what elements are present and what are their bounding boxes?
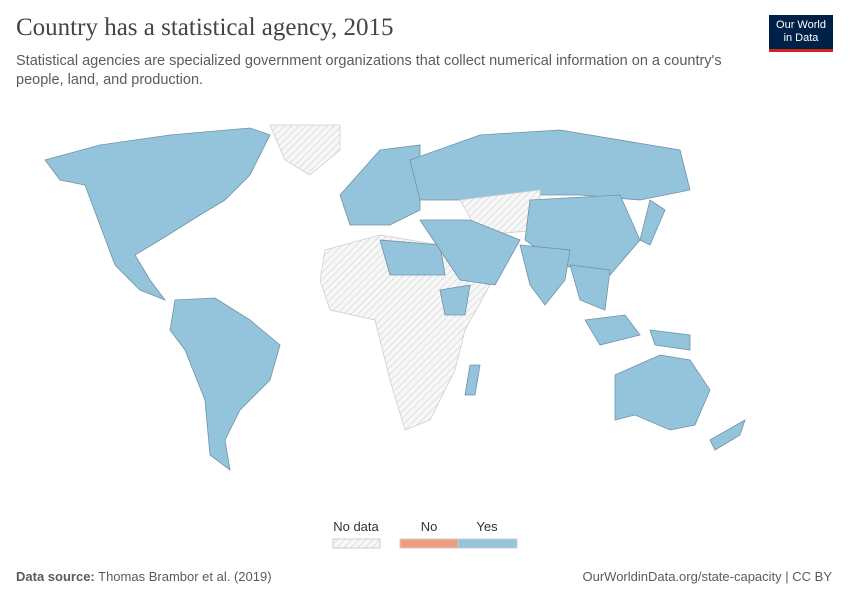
southeast-asia[interactable] xyxy=(569,264,611,311)
source-text: Thomas Brambor et al. (2019) xyxy=(98,569,272,584)
australia[interactable] xyxy=(614,354,711,431)
greenland[interactable] xyxy=(269,124,341,176)
source: Data source: Thomas Brambor et al. (2019… xyxy=(16,569,272,584)
legend-label: Yes xyxy=(476,519,498,534)
madagascar[interactable] xyxy=(464,364,481,396)
middle-east[interactable] xyxy=(419,219,521,286)
source-label: Data source: xyxy=(16,569,95,584)
legend-swatch[interactable] xyxy=(399,538,459,549)
title: Country has a statistical agency, 2015 xyxy=(16,14,394,41)
legend-swatch[interactable] xyxy=(332,538,381,549)
south-america[interactable] xyxy=(169,297,281,471)
europe[interactable] xyxy=(339,144,421,226)
legend: No data No Yes xyxy=(332,519,518,549)
legend-label: No xyxy=(421,519,438,534)
link[interactable]: OurWorldinData.org/state-capacity | CC B… xyxy=(582,569,832,584)
logo-line: Our World xyxy=(776,19,826,31)
north-america[interactable] xyxy=(44,127,271,301)
countries xyxy=(44,124,746,471)
russia[interactable] xyxy=(409,129,691,201)
indonesia[interactable] xyxy=(584,314,641,346)
legend-swatch[interactable] xyxy=(457,538,518,549)
north-africa[interactable] xyxy=(379,239,446,276)
new-zealand[interactable] xyxy=(709,419,746,451)
legend-label: No data xyxy=(333,519,379,534)
logo[interactable]: Our World in Data xyxy=(769,15,833,52)
logo-line: in Data xyxy=(783,32,819,44)
ethiopia[interactable] xyxy=(439,284,471,316)
subtitle: Statistical agencies are specialized gov… xyxy=(16,53,722,88)
india[interactable] xyxy=(519,244,571,306)
japan[interactable] xyxy=(639,199,666,246)
papua[interactable] xyxy=(649,329,691,351)
